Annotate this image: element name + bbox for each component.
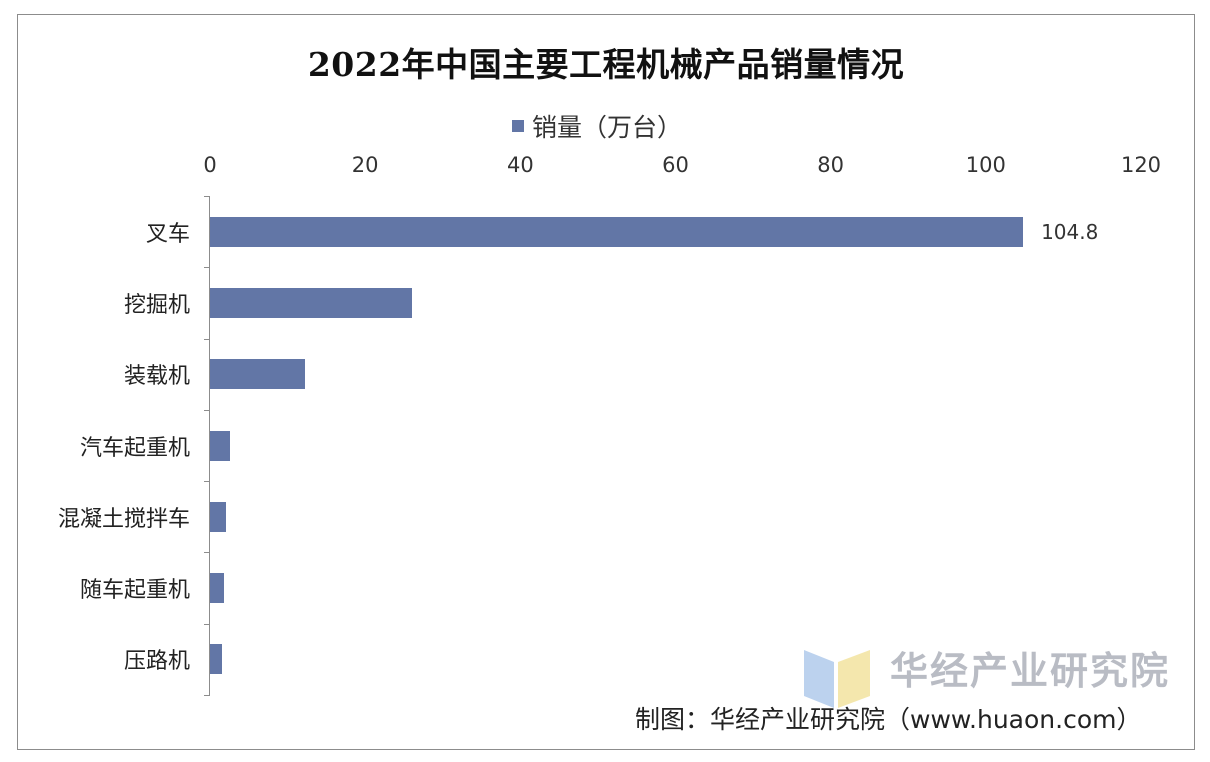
source-credit: 制图：华经产业研究院（www.huaon.com） bbox=[635, 705, 1142, 734]
x-tick-label: 100 bbox=[965, 153, 1006, 177]
category-label: 叉车 bbox=[145, 221, 190, 247]
bar bbox=[210, 501, 227, 532]
category-tick-mark bbox=[204, 410, 210, 411]
x-tick-label: 120 bbox=[1120, 153, 1162, 177]
x-tick-label: 40 bbox=[506, 153, 534, 177]
category-label: 汽车起重机 bbox=[79, 435, 190, 461]
legend-label: 销量（万台） bbox=[532, 113, 683, 142]
category-label: 混凝土搅拌车 bbox=[57, 506, 190, 532]
category-label: 挖掘机 bbox=[123, 292, 190, 318]
legend-swatch bbox=[512, 120, 524, 132]
x-tick-label: 60 bbox=[662, 153, 689, 177]
bar bbox=[210, 359, 306, 390]
watermark-logo bbox=[804, 648, 874, 708]
category-label: 压路机 bbox=[123, 649, 190, 675]
bar bbox=[210, 573, 224, 604]
legend: 销量（万台） bbox=[512, 111, 683, 142]
category-tick-mark bbox=[204, 552, 210, 553]
bar bbox=[210, 430, 231, 461]
x-tick-label: 0 bbox=[203, 153, 217, 177]
watermark-text: 华经产业研究院 bbox=[890, 649, 1171, 693]
x-tick-label: 80 bbox=[817, 153, 845, 177]
category-tick-mark bbox=[204, 481, 210, 482]
category-label: 随车起重机 bbox=[79, 578, 190, 604]
x-tick-label: 20 bbox=[351, 153, 379, 177]
category-label: 装载机 bbox=[123, 364, 190, 390]
bar bbox=[210, 644, 222, 675]
category-tick-mark bbox=[204, 624, 210, 625]
data-label: 104.8 bbox=[1041, 219, 1099, 244]
category-tick-mark bbox=[204, 695, 210, 696]
bar bbox=[210, 216, 1024, 247]
category-tick-mark bbox=[204, 267, 210, 268]
category-tick-mark bbox=[204, 339, 210, 340]
chart-title: 2022年中国主要工程机械产品销量情况 bbox=[307, 45, 905, 84]
category-tick-mark bbox=[204, 196, 210, 197]
bar bbox=[210, 287, 413, 318]
category-axis-line bbox=[209, 196, 210, 695]
